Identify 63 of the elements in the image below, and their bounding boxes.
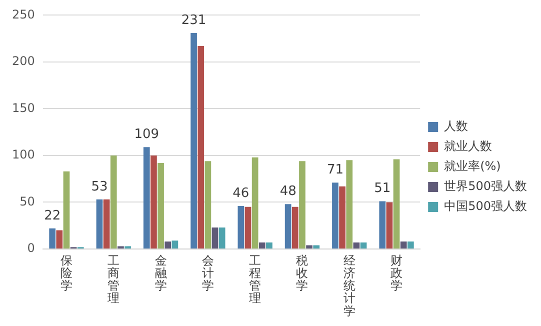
bar (96, 199, 103, 248)
x-tick-label: 经济统计学 (343, 253, 356, 318)
x-tick-label: 保险学 (60, 253, 72, 293)
bar (110, 155, 117, 248)
bar (360, 242, 367, 248)
bar (218, 227, 226, 248)
y-tick-label: 250 (12, 7, 35, 22)
legend-label: 就业人数 (444, 139, 492, 154)
data-label: 71 (326, 162, 344, 178)
legend-label: 就业率(%) (444, 159, 501, 174)
bar (379, 201, 386, 248)
y-tick-label: 200 (12, 54, 35, 68)
data-label: 48 (280, 184, 296, 199)
bar (346, 160, 353, 248)
bar (313, 245, 320, 248)
bar (103, 199, 110, 248)
y-tick-label: 100 (12, 148, 35, 162)
bar (258, 242, 266, 248)
bar (56, 230, 63, 248)
legend-label: 世界500强人数 (444, 179, 527, 194)
bar (244, 206, 252, 248)
x-tick-label: 金融学 (154, 253, 167, 293)
x-tick-label: 工商管理 (108, 253, 120, 306)
data-label: 46 (232, 186, 250, 201)
bar (198, 46, 204, 248)
bar (299, 161, 306, 248)
bar (292, 206, 298, 248)
data-label: 53 (91, 179, 108, 194)
bar (190, 32, 197, 248)
bar (393, 159, 400, 248)
bar (172, 240, 178, 248)
bar (332, 182, 338, 248)
y-tick-label: 0 (27, 241, 35, 256)
x-tick-label: 税收学 (296, 253, 308, 293)
bar (164, 242, 172, 248)
data-label: 22 (44, 208, 61, 224)
bar (266, 242, 272, 248)
data-label: 51 (374, 181, 391, 196)
bar (306, 245, 312, 248)
bar (353, 242, 360, 248)
bar (212, 227, 218, 248)
bar (63, 171, 70, 248)
bar (284, 204, 292, 248)
bar (238, 206, 244, 248)
bar (407, 242, 414, 248)
x-tick-label: 工程管理 (249, 253, 262, 306)
legend-label: 中国500强人数 (444, 199, 527, 214)
x-tick-label: 会计学 (202, 253, 214, 293)
bar (204, 161, 212, 248)
bar (143, 147, 150, 248)
bar (150, 155, 157, 248)
bar (49, 228, 56, 248)
bar (386, 202, 393, 248)
y-tick-label: 150 (12, 100, 35, 115)
bar (158, 162, 164, 248)
y-tick-label: 50 (20, 194, 35, 208)
data-label: 109 (134, 126, 160, 142)
data-label: 231 (181, 12, 206, 28)
bar (400, 242, 407, 248)
bar (252, 157, 258, 248)
bar (339, 186, 346, 248)
legend-label: 人数 (444, 119, 468, 134)
x-tick-label: 财政学 (390, 253, 403, 293)
